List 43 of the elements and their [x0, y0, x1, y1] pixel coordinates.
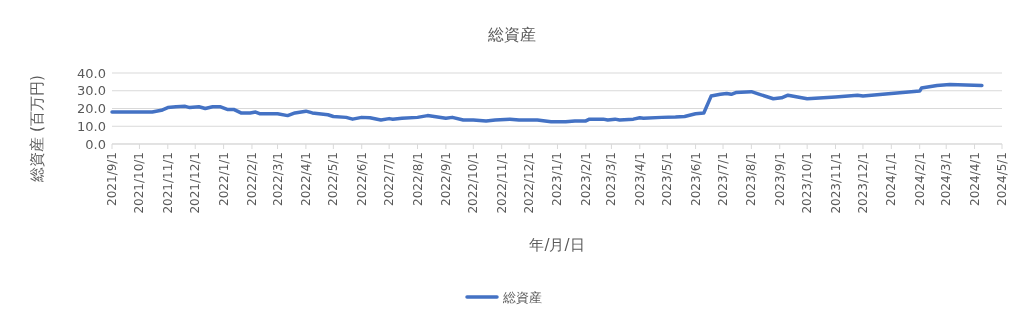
x-tick-label: 2022/3/1	[270, 152, 285, 206]
x-tick-label: 2022/11/1	[494, 152, 509, 214]
x-tick-label: 2023/7/1	[716, 152, 731, 206]
x-tick-label: 2023/4/1	[632, 152, 647, 206]
x-tick-label: 2022/4/1	[298, 152, 313, 206]
y-tick-label: 20.0	[77, 101, 106, 116]
x-tick-label: 2022/9/1	[438, 152, 453, 206]
line-series	[110, 82, 984, 124]
x-tick-label: 2023/8/1	[744, 152, 759, 206]
x-tick-label: 2024/1/1	[884, 152, 899, 206]
chart-title: 総資産	[487, 25, 536, 44]
y-tick-label: 10.0	[77, 118, 106, 134]
x-tick-label: 2024/2/1	[912, 152, 927, 206]
x-tick-label: 2021/11/1	[160, 152, 175, 214]
x-tick-label: 2023/5/1	[660, 152, 675, 206]
x-tick-label: 2022/8/1	[410, 152, 425, 206]
x-tick-label: 2023/1/1	[550, 152, 565, 206]
x-tick-label: 2022/10/1	[466, 152, 481, 214]
x-tick-label: 2022/2/1	[244, 152, 259, 206]
x-tick-label: 2021/12/1	[188, 152, 203, 214]
x-tick-label: 2023/11/1	[828, 152, 843, 214]
x-tick-label: 2023/6/1	[688, 152, 703, 206]
legend-label: 総資産	[502, 290, 542, 305]
x-tick-label: 2021/9/1	[105, 152, 119, 206]
x-tick-label: 2023/9/1	[772, 152, 787, 206]
x-tick-label: 2022/5/1	[326, 152, 341, 206]
y-tick-label: 0.0	[85, 136, 106, 152]
x-tick-label: 2022/12/1	[522, 152, 537, 214]
x-tick-label: 2023/2/1	[578, 152, 593, 206]
x-tick-label: 2021/10/1	[132, 152, 147, 214]
x-axis-title: 年/月/日	[529, 236, 585, 254]
x-tick-label: 2023/10/1	[800, 152, 815, 214]
y-tick-label: 30.0	[77, 83, 106, 99]
x-tick-label: 2023/3/1	[604, 152, 619, 206]
x-tick-label: 2024/4/1	[967, 152, 982, 206]
x-tick-label: 2024/3/1	[939, 152, 954, 206]
x-tick-label: 2023/12/1	[855, 152, 870, 214]
x-tick-label: 2024/5/1	[995, 152, 1009, 206]
x-tick-label: 2022/6/1	[354, 152, 369, 206]
x-tick-label: 2022/7/1	[382, 152, 397, 206]
x-tick-label: 2022/1/1	[216, 152, 231, 206]
y-tick-label: 40.0	[77, 65, 106, 81]
y-axis-title: 総資産 (百万円)	[28, 75, 46, 183]
